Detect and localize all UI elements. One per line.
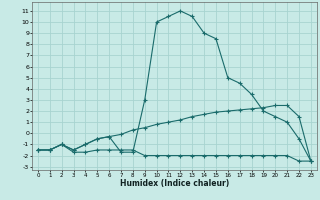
X-axis label: Humidex (Indice chaleur): Humidex (Indice chaleur) xyxy=(120,179,229,188)
